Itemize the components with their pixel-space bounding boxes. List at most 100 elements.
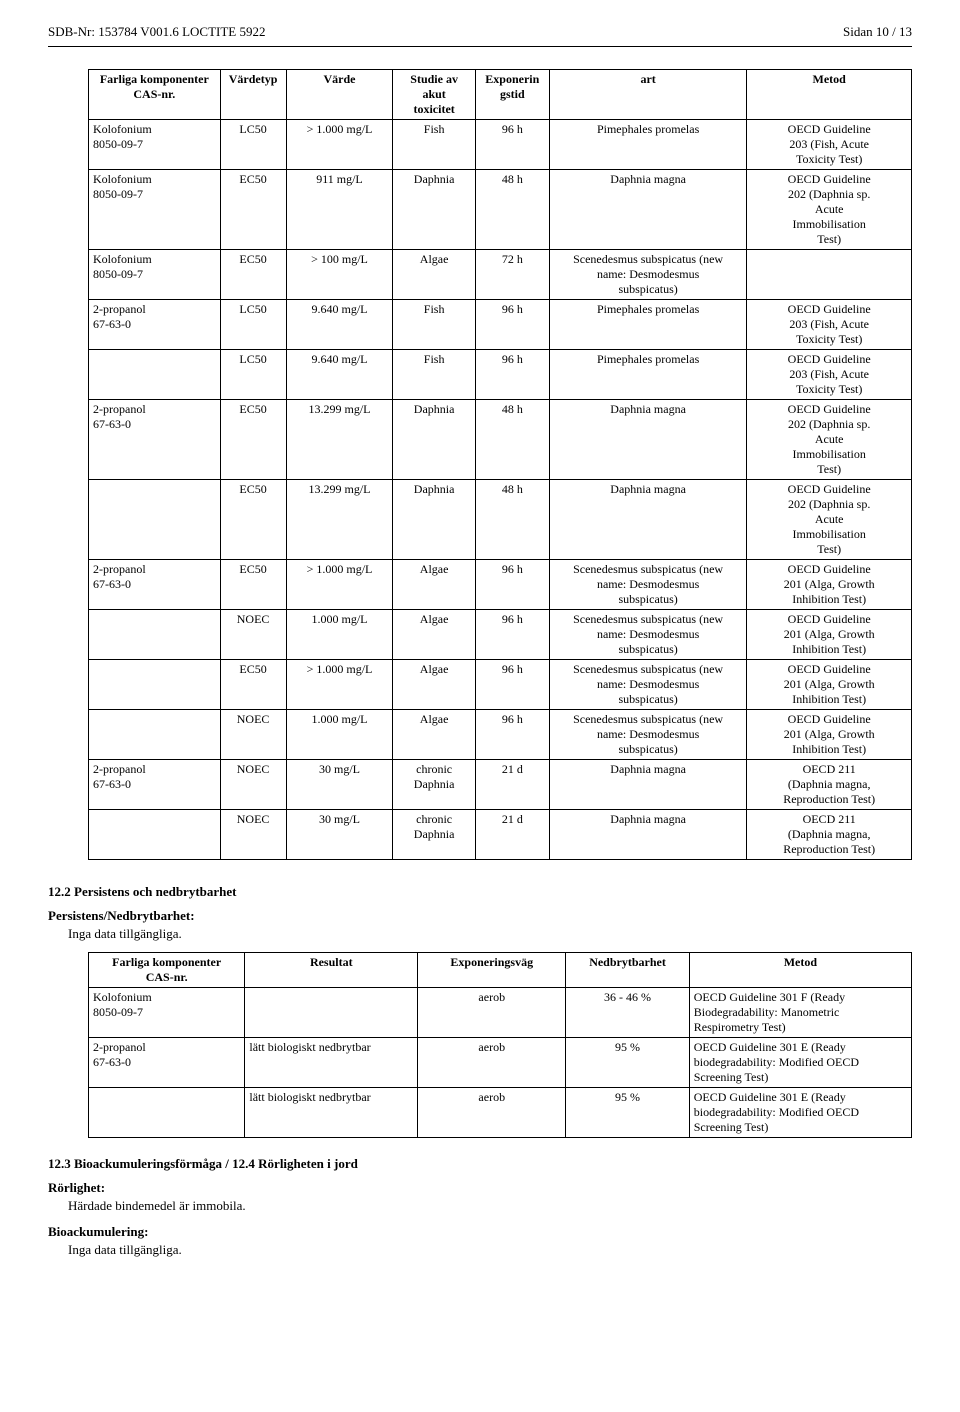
tox-cell: 2-propanol67-63-0 [89, 760, 221, 810]
tox-col-2: Värde [286, 70, 393, 120]
tox-row: EC5013.299 mg/LDaphnia48 hDaphnia magnaO… [89, 480, 912, 560]
tox-cell: OECD Guideline203 (Fish, AcuteToxicity T… [747, 350, 912, 400]
tox-cell: OECD Guideline202 (Daphnia sp.AcuteImmob… [747, 400, 912, 480]
pers-cell: 95 % [566, 1088, 689, 1138]
tox-cell: OECD Guideline201 (Alga, GrowthInhibitio… [747, 610, 912, 660]
section-12-2-title: 12.2 Persistens och nedbrytbarhet [48, 884, 912, 900]
tox-row: NOEC1.000 mg/LAlgae96 hScenedesmus subsp… [89, 710, 912, 760]
header-right: Sidan 10 / 13 [843, 24, 912, 40]
tox-cell: 30 mg/L [286, 760, 393, 810]
tox-cell: > 1.000 mg/L [286, 660, 393, 710]
tox-cell: Algae [393, 250, 475, 300]
tox-cell: 9.640 mg/L [286, 350, 393, 400]
pers-cell [245, 988, 418, 1038]
tox-cell: Algae [393, 710, 475, 760]
tox-cell: Fish [393, 300, 475, 350]
pers-cell: aerob [418, 988, 566, 1038]
tox-cell: OECD 211(Daphnia magna,Reproduction Test… [747, 810, 912, 860]
tox-cell: EC50 [220, 480, 286, 560]
tox-cell: 2-propanol67-63-0 [89, 400, 221, 480]
tox-cell: Algae [393, 660, 475, 710]
pers-col-3: Nedbrytbarhet [566, 953, 689, 988]
tox-cell: Pimephales promelas [549, 350, 747, 400]
pers-row: 2-propanol67-63-0lätt biologiskt nedbryt… [89, 1038, 912, 1088]
tox-cell: Daphnia [393, 170, 475, 250]
tox-row: EC50> 1.000 mg/LAlgae96 hScenedesmus sub… [89, 660, 912, 710]
tox-cell: Daphnia [393, 400, 475, 480]
tox-cell: chronicDaphnia [393, 760, 475, 810]
tox-cell: Fish [393, 120, 475, 170]
tox-cell: 2-propanol67-63-0 [89, 300, 221, 350]
tox-cell: Scenedesmus subspicatus (newname: Desmod… [549, 710, 747, 760]
bioaccumulation-text: Inga data tillgängliga. [68, 1242, 912, 1258]
pers-cell: 2-propanol67-63-0 [89, 1038, 245, 1088]
tox-cell: 96 h [475, 610, 549, 660]
pers-cell: lätt biologiskt nedbrytbar [245, 1038, 418, 1088]
tox-cell: OECD Guideline201 (Alga, GrowthInhibitio… [747, 660, 912, 710]
tox-cell: 13.299 mg/L [286, 400, 393, 480]
tox-cell: Scenedesmus subspicatus (newname: Desmod… [549, 560, 747, 610]
pers-cell: OECD Guideline 301 E (Readybiodegradabil… [689, 1038, 911, 1088]
tox-cell: 48 h [475, 400, 549, 480]
tox-cell: NOEC [220, 760, 286, 810]
tox-cell [747, 250, 912, 300]
tox-cell: 48 h [475, 480, 549, 560]
tox-row: Kolofonium8050-09-7LC50> 1.000 mg/LFish9… [89, 120, 912, 170]
tox-cell: EC50 [220, 170, 286, 250]
pers-row: Kolofonium8050-09-7aerob36 - 46 %OECD Gu… [89, 988, 912, 1038]
tox-cell: 1.000 mg/L [286, 610, 393, 660]
tox-cell: EC50 [220, 560, 286, 610]
tox-cell: Daphnia magna [549, 480, 747, 560]
tox-cell: LC50 [220, 350, 286, 400]
tox-cell: Pimephales promelas [549, 120, 747, 170]
tox-cell [89, 710, 221, 760]
tox-cell: 13.299 mg/L [286, 480, 393, 560]
tox-cell: 21 d [475, 760, 549, 810]
header-left: SDB-Nr: 153784 V001.6 LOCTITE 5922 [48, 24, 266, 40]
tox-cell: 30 mg/L [286, 810, 393, 860]
tox-cell: Daphnia magna [549, 810, 747, 860]
pers-cell: 36 - 46 % [566, 988, 689, 1038]
header-rule [48, 46, 912, 47]
tox-col-4: Exponeringstid [475, 70, 549, 120]
tox-col-6: Metod [747, 70, 912, 120]
persistence-table: Farliga komponenterCAS-nr.ResultatExpone… [88, 952, 912, 1138]
tox-cell: LC50 [220, 120, 286, 170]
tox-cell: Scenedesmus subspicatus (newname: Desmod… [549, 660, 747, 710]
tox-row: 2-propanol67-63-0NOEC30 mg/LchronicDaphn… [89, 760, 912, 810]
tox-cell: Daphnia magna [549, 170, 747, 250]
tox-row: Kolofonium8050-09-7EC50> 100 mg/LAlgae72… [89, 250, 912, 300]
tox-cell: 72 h [475, 250, 549, 300]
tox-cell [89, 810, 221, 860]
tox-cell: 21 d [475, 810, 549, 860]
tox-cell [89, 350, 221, 400]
tox-col-5: art [549, 70, 747, 120]
pers-cell: aerob [418, 1088, 566, 1138]
tox-col-3: Studie avakuttoxicitet [393, 70, 475, 120]
tox-cell: Kolofonium8050-09-7 [89, 120, 221, 170]
pers-cell: 95 % [566, 1038, 689, 1088]
tox-cell: OECD Guideline202 (Daphnia sp.AcuteImmob… [747, 170, 912, 250]
tox-col-0: Farliga komponenterCAS-nr. [89, 70, 221, 120]
tox-cell: > 1.000 mg/L [286, 560, 393, 610]
tox-cell: 48 h [475, 170, 549, 250]
tox-cell: Scenedesmus subspicatus (newname: Desmod… [549, 250, 747, 300]
toxicity-table: Farliga komponenterCAS-nr.VärdetypVärdeS… [88, 69, 912, 860]
pers-col-4: Metod [689, 953, 911, 988]
tox-cell: 9.640 mg/L [286, 300, 393, 350]
pers-row: lätt biologiskt nedbrytbaraerob95 %OECD … [89, 1088, 912, 1138]
tox-cell: Kolofonium8050-09-7 [89, 250, 221, 300]
tox-cell: NOEC [220, 810, 286, 860]
tox-cell: Algae [393, 610, 475, 660]
tox-cell: OECD Guideline201 (Alga, GrowthInhibitio… [747, 560, 912, 610]
pers-col-1: Resultat [245, 953, 418, 988]
tox-cell: OECD Guideline201 (Alga, GrowthInhibitio… [747, 710, 912, 760]
tox-cell: > 100 mg/L [286, 250, 393, 300]
pers-col-0: Farliga komponenterCAS-nr. [89, 953, 245, 988]
tox-cell: EC50 [220, 400, 286, 480]
tox-row: NOEC1.000 mg/LAlgae96 hScenedesmus subsp… [89, 610, 912, 660]
tox-cell [89, 610, 221, 660]
tox-cell: 96 h [475, 660, 549, 710]
pers-cell: aerob [418, 1038, 566, 1088]
tox-row: Kolofonium8050-09-7EC50911 mg/LDaphnia48… [89, 170, 912, 250]
